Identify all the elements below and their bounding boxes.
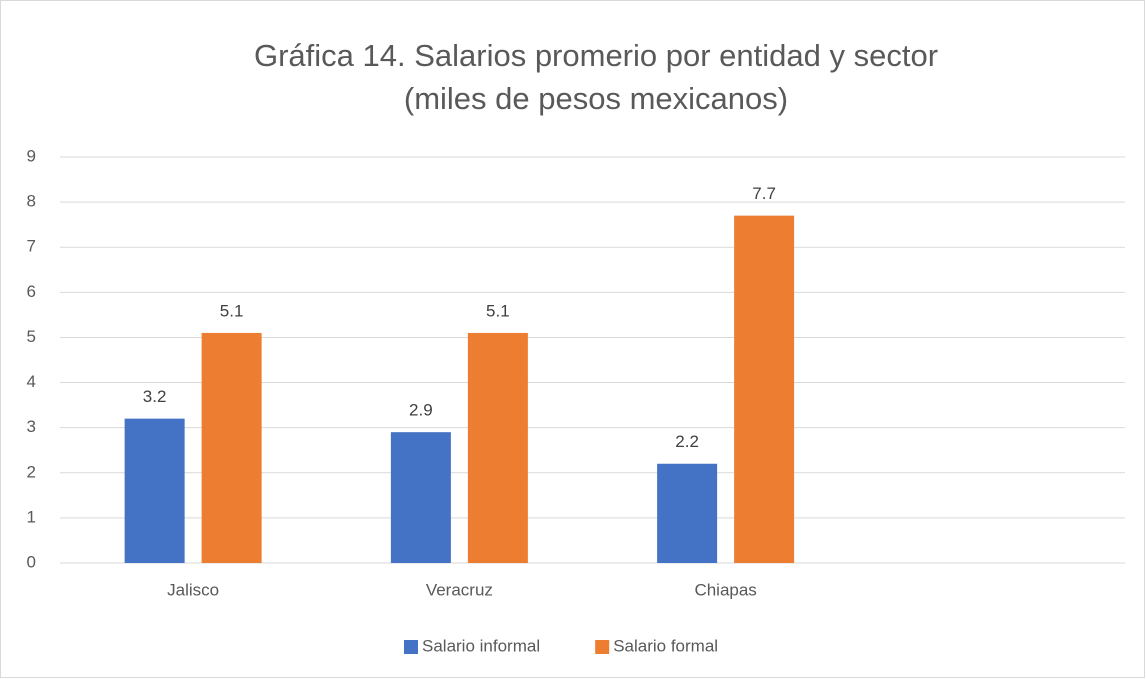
y-tick-label: 7 — [27, 237, 36, 256]
y-tick-label: 5 — [27, 327, 36, 346]
y-tick-label: 2 — [27, 462, 36, 481]
y-tick-label: 3 — [27, 417, 36, 436]
legend-swatch — [595, 640, 610, 654]
data-label: 2.2 — [675, 432, 699, 451]
data-label: 2.9 — [409, 401, 433, 420]
y-tick-label: 8 — [27, 192, 36, 211]
chart-title: Gráfica 14. Salarios promerio por entida… — [254, 38, 938, 73]
legend-swatch — [404, 640, 418, 654]
data-label: 5.1 — [220, 301, 244, 320]
y-tick-label: 4 — [27, 372, 36, 391]
data-label: 7.7 — [752, 184, 776, 203]
data-label: 5.1 — [486, 301, 510, 320]
bar — [467, 332, 528, 563]
bar — [124, 418, 185, 563]
bar — [201, 332, 262, 563]
bar — [390, 432, 451, 563]
chart-title: (miles de pesos mexicanos) — [404, 81, 788, 116]
y-tick-label: 6 — [27, 282, 36, 301]
y-tick-label: 0 — [27, 552, 36, 571]
legend-label: Salario informal — [422, 636, 540, 655]
bar — [734, 215, 795, 563]
y-tick-label: 1 — [27, 507, 36, 526]
bar — [657, 463, 718, 563]
legend-label: Salario formal — [613, 636, 718, 655]
x-tick-label: Jalisco — [167, 580, 219, 599]
y-tick-label: 9 — [27, 146, 36, 165]
data-label: 3.2 — [143, 387, 167, 406]
x-tick-label: Veracruz — [426, 580, 493, 599]
x-tick-label: Chiapas — [694, 580, 756, 599]
